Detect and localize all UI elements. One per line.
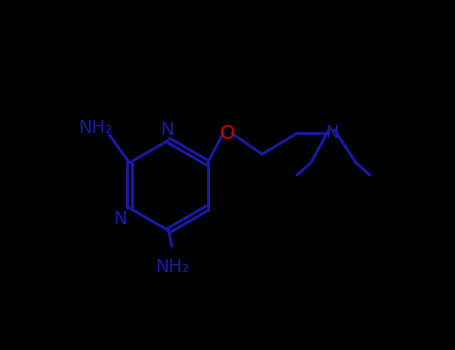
Text: N: N (325, 124, 339, 142)
Text: N: N (113, 210, 126, 228)
Text: O: O (220, 124, 235, 143)
Text: N: N (160, 120, 173, 139)
Text: NH₂: NH₂ (78, 119, 113, 137)
Text: NH₂: NH₂ (155, 258, 189, 276)
